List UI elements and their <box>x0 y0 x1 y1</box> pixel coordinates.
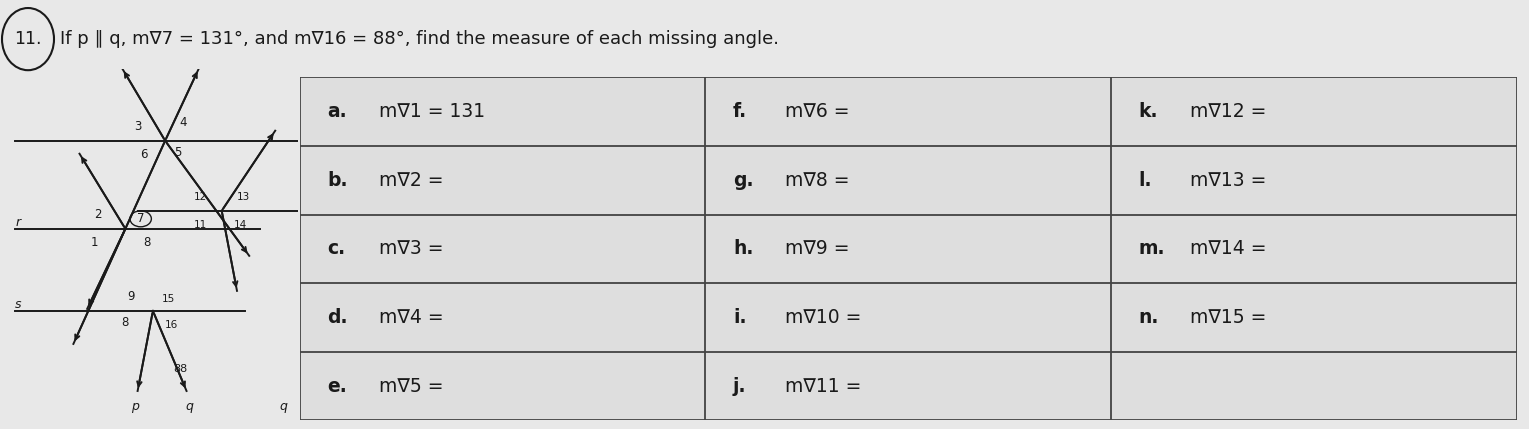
Text: j.: j. <box>732 377 746 396</box>
Text: 12: 12 <box>194 192 206 202</box>
Text: If p ∥ q, m∇7 = 131°, and m∇16 = 88°, find the measure of each missing angle.: If p ∥ q, m∇7 = 131°, and m∇16 = 88°, fi… <box>60 30 778 48</box>
Bar <box>705 77 1112 146</box>
Text: 11: 11 <box>194 220 206 230</box>
Bar <box>1112 146 1517 214</box>
Text: m∇3 =: m∇3 = <box>373 239 443 258</box>
Text: c.: c. <box>327 239 346 258</box>
Text: n.: n. <box>1139 308 1159 327</box>
Bar <box>300 77 705 146</box>
Text: m∇2 =: m∇2 = <box>373 171 443 190</box>
Bar <box>300 214 705 283</box>
Text: b.: b. <box>327 171 347 190</box>
Bar <box>1112 214 1517 283</box>
Text: m∇14 =: m∇14 = <box>1185 239 1268 258</box>
Text: 1: 1 <box>92 236 98 249</box>
Text: q: q <box>185 401 194 414</box>
Text: m∇8 =: m∇8 = <box>778 171 849 190</box>
Text: 3: 3 <box>135 120 141 133</box>
Text: 13: 13 <box>237 192 249 202</box>
Text: q: q <box>278 401 287 414</box>
Bar <box>300 283 705 352</box>
Bar <box>705 146 1112 214</box>
Bar <box>1112 283 1517 352</box>
Text: i.: i. <box>732 308 746 327</box>
Text: r: r <box>15 216 21 229</box>
Text: k.: k. <box>1139 102 1157 121</box>
Text: 9: 9 <box>128 290 135 303</box>
Text: m∇12 =: m∇12 = <box>1185 102 1268 121</box>
Text: d.: d. <box>327 308 347 327</box>
Text: m∇9 =: m∇9 = <box>778 239 849 258</box>
Text: 8: 8 <box>122 317 128 329</box>
Text: a.: a. <box>327 102 347 121</box>
Text: m∇1 = 131: m∇1 = 131 <box>373 102 485 121</box>
Bar <box>705 283 1112 352</box>
Text: p: p <box>130 401 139 414</box>
Text: 7: 7 <box>138 212 144 225</box>
Text: m∇13 =: m∇13 = <box>1185 171 1268 190</box>
Text: 11.: 11. <box>14 30 41 48</box>
Bar <box>300 352 705 420</box>
Text: e.: e. <box>327 377 347 396</box>
Text: m.: m. <box>1139 239 1165 258</box>
Text: g.: g. <box>732 171 754 190</box>
Text: 6: 6 <box>141 148 147 161</box>
Text: 8: 8 <box>144 236 150 249</box>
Bar <box>1112 77 1517 146</box>
Text: h.: h. <box>732 239 754 258</box>
Text: f.: f. <box>732 102 748 121</box>
Text: m∇10 =: m∇10 = <box>778 308 861 327</box>
Bar <box>705 352 1112 420</box>
Text: l.: l. <box>1139 171 1151 190</box>
Text: 2: 2 <box>95 208 101 221</box>
Text: 14: 14 <box>234 220 246 230</box>
Text: m∇6 =: m∇6 = <box>778 102 849 121</box>
Text: 16: 16 <box>165 320 177 330</box>
Text: 15: 15 <box>162 294 174 304</box>
Text: m∇15 =: m∇15 = <box>1185 308 1268 327</box>
Text: 88: 88 <box>173 364 188 374</box>
Bar <box>300 146 705 214</box>
Text: s: s <box>15 299 21 311</box>
Bar <box>705 214 1112 283</box>
Bar <box>1112 352 1517 420</box>
Text: 5: 5 <box>174 146 180 159</box>
Text: m∇11 =: m∇11 = <box>778 377 861 396</box>
Text: m∇5 =: m∇5 = <box>373 377 443 396</box>
Text: 4: 4 <box>180 116 187 129</box>
Text: m∇4 =: m∇4 = <box>373 308 443 327</box>
